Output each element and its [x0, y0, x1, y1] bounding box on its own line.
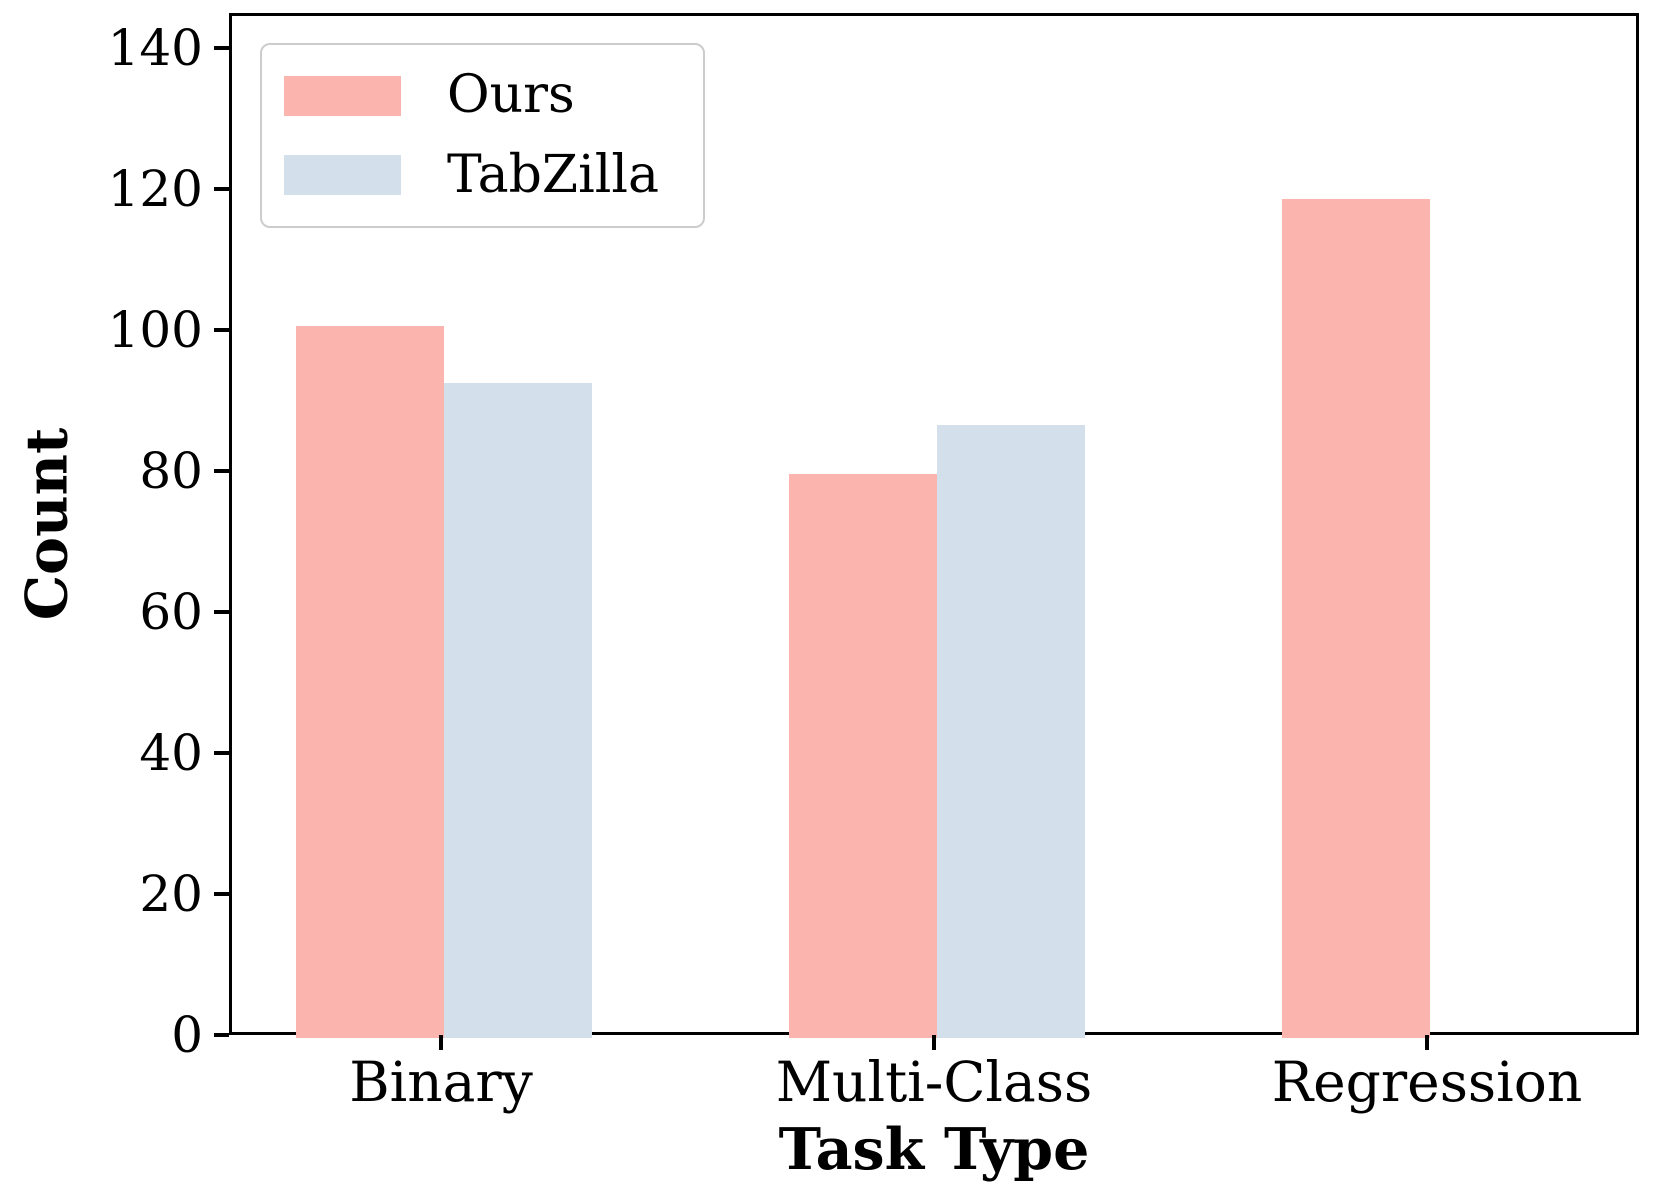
y-tick-mark — [214, 892, 229, 897]
y-tick-mark — [214, 46, 229, 51]
legend-label: TabZilla — [447, 144, 659, 205]
bar-tabzilla-multi-class — [937, 424, 1085, 1038]
legend-label: Ours — [447, 65, 575, 126]
x-tick-label-multi-class: Multi-Class — [775, 1050, 1093, 1114]
bar-ours-multi-class — [789, 474, 937, 1038]
legend-swatch-ours — [284, 75, 401, 116]
legend-entry-ours: Ours — [284, 67, 703, 124]
y-tick-mark — [214, 328, 229, 333]
bar-tabzilla-binary — [443, 382, 592, 1038]
y-tick-label: 120 — [107, 160, 203, 219]
x-tick-mark — [1425, 1035, 1429, 1050]
x-tick-label-regression: Regression — [1271, 1050, 1583, 1114]
y-tick-label: 20 — [139, 865, 203, 924]
x-tick-mark — [438, 1035, 443, 1050]
x-axis-label: Task Type — [778, 1116, 1090, 1183]
y-tick-mark — [214, 610, 229, 615]
y-tick-label: 80 — [139, 442, 203, 501]
y-tick-label: 60 — [139, 583, 203, 642]
legend-entry-tabzilla: TabZilla — [284, 144, 703, 205]
y-axis-label: Count — [13, 427, 81, 621]
y-tick-label: 140 — [107, 19, 203, 78]
plot-area — [229, 13, 1639, 1038]
y-tick-label: 0 — [171, 1006, 203, 1064]
bar-ours-regression — [1282, 199, 1430, 1038]
legend: Ours TabZilla — [260, 43, 705, 228]
bar-ours-binary — [296, 326, 444, 1038]
y-tick-label: 100 — [107, 301, 203, 360]
y-tick-label: 40 — [139, 724, 203, 783]
x-tick-mark — [932, 1035, 936, 1050]
y-tick-mark — [214, 187, 229, 192]
x-tick-label-binary: Binary — [349, 1050, 533, 1114]
y-tick-mark — [214, 469, 229, 474]
y-tick-mark — [214, 751, 229, 756]
legend-swatch-tabzilla — [284, 155, 401, 196]
y-tick-mark — [214, 1033, 229, 1037]
